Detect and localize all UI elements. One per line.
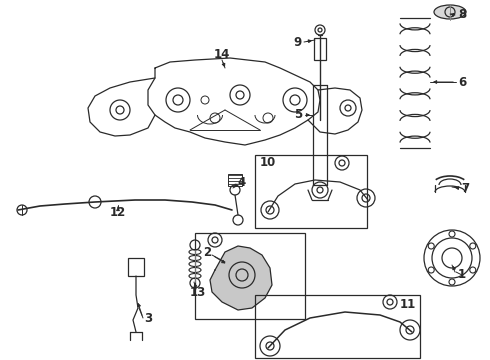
Text: 5: 5	[294, 108, 302, 122]
Bar	[255, 155, 367, 228]
Text: 12: 12	[110, 207, 126, 220]
Text: 10: 10	[260, 156, 276, 168]
Text: 3: 3	[144, 311, 152, 324]
Bar	[314, 38, 326, 60]
Text: 6: 6	[458, 76, 466, 89]
Text: 11: 11	[400, 298, 416, 311]
Text: 2: 2	[203, 246, 211, 258]
Bar	[195, 233, 305, 319]
Bar	[255, 295, 420, 358]
Text: 8: 8	[458, 9, 466, 22]
Text: 1: 1	[458, 269, 466, 282]
Bar	[128, 258, 144, 276]
Polygon shape	[210, 246, 272, 310]
Bar	[228, 174, 242, 186]
Text: 7: 7	[461, 181, 469, 194]
Text: 9: 9	[293, 36, 301, 49]
Text: 14: 14	[214, 49, 230, 62]
Text: 4: 4	[238, 175, 246, 189]
Text: 13: 13	[190, 285, 206, 298]
Ellipse shape	[434, 5, 466, 19]
